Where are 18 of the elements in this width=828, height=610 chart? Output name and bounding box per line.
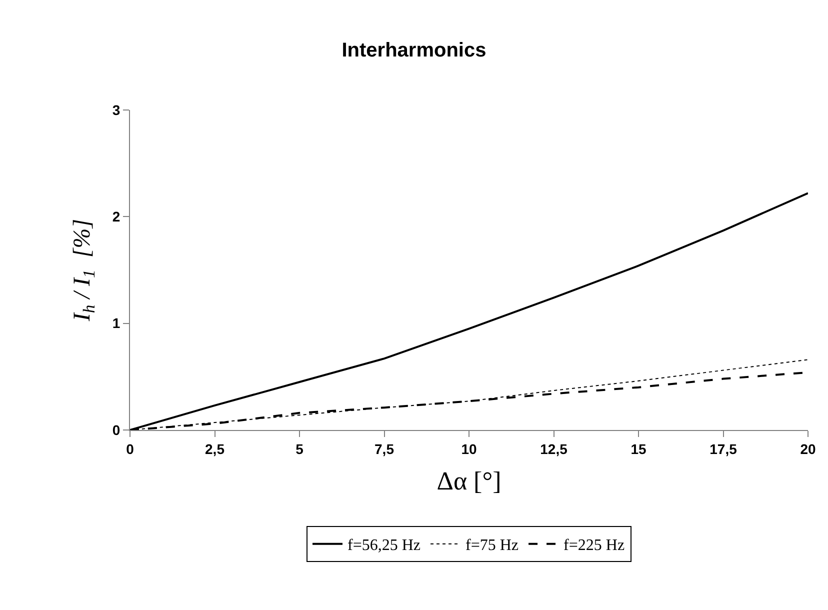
legend-label: f=75 Hz — [466, 537, 519, 554]
x-tick-label: 2,5 — [205, 440, 225, 457]
chart-title: Interharmonics — [342, 40, 486, 62]
x-tick-label: 10 — [461, 440, 477, 457]
y-tick-label: 0 — [112, 422, 120, 438]
x-tick-label: 15 — [630, 440, 646, 457]
y-tick-label: 2 — [112, 208, 120, 225]
y-tick-label: 1 — [112, 315, 120, 332]
x-tick-label: 5 — [296, 440, 304, 457]
x-tick-label: 20 — [800, 440, 816, 457]
x-axis-title: Δα [°] — [436, 466, 502, 496]
legend-label: f=56,25 Hz — [348, 537, 421, 554]
x-tick-label: 17,5 — [710, 440, 738, 457]
x-tick-label: 0 — [126, 440, 134, 457]
y-tick-label: 3 — [112, 102, 120, 118]
x-tick-label: 7,5 — [374, 440, 394, 457]
x-tick-label: 12,5 — [540, 440, 568, 457]
legend-label: f=225 Hz — [564, 537, 625, 554]
